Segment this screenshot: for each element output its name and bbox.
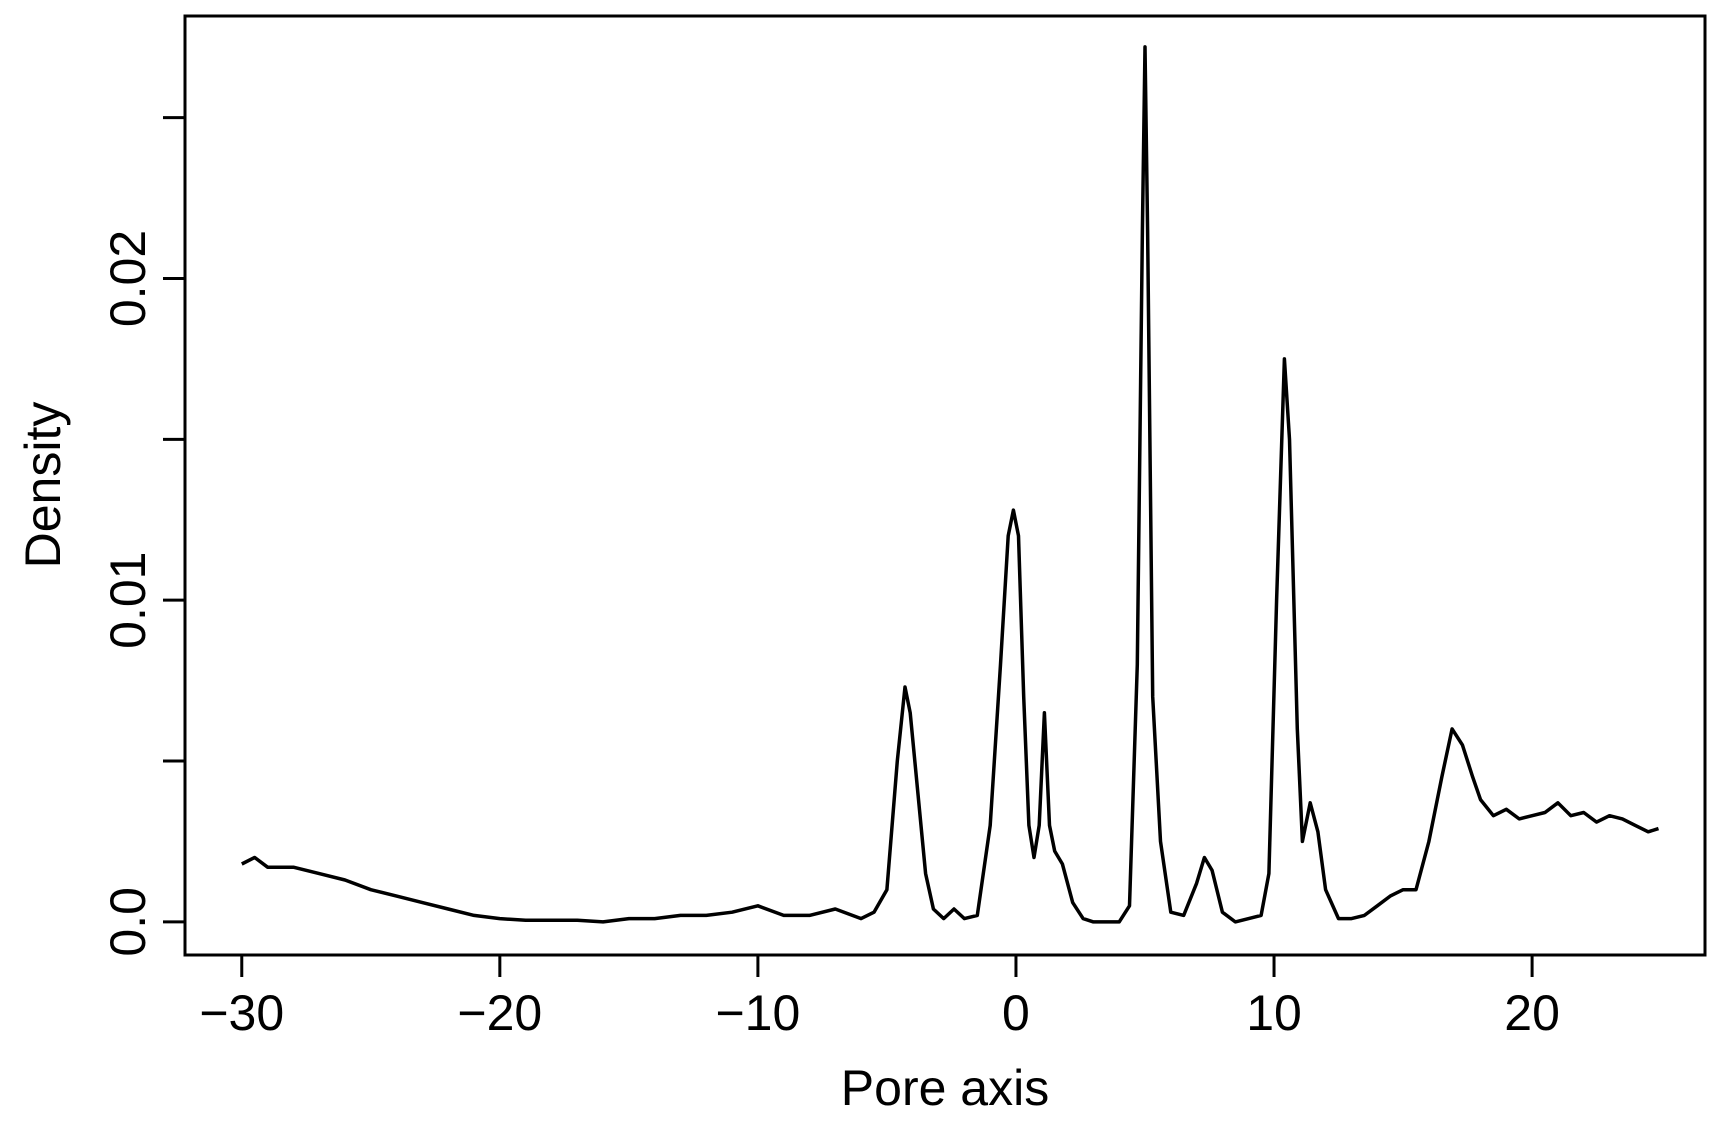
x-tick-label: −30 [199,985,284,1041]
x-axis-label: Pore axis [841,1060,1049,1116]
x-tick-label: −10 [715,985,800,1041]
y-tick-label: 0.02 [100,230,156,327]
density-line [241,45,1660,924]
x-tick-label: −20 [457,985,542,1041]
y-axis-label: Density [15,402,71,569]
y-tick-label: 0.0 [100,887,156,957]
x-tick-label: 10 [1246,985,1302,1041]
x-tick-label: 0 [1002,985,1030,1041]
y-tick-label: 0.01 [100,552,156,649]
x-tick-label: 20 [1504,985,1560,1041]
plot-frame [183,14,1707,957]
